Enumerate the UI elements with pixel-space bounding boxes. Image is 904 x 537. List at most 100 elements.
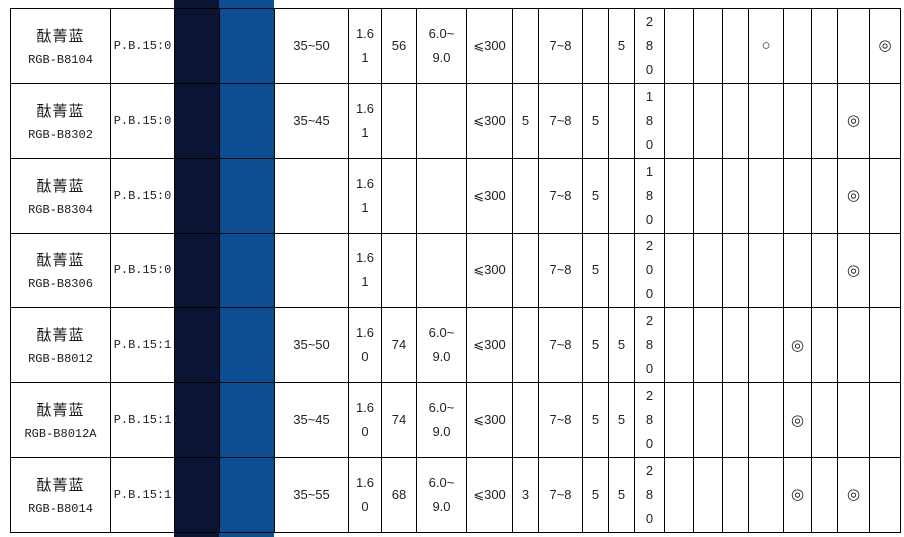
cell-value: 7~8 [538,382,583,459]
cell-swatch-masstone [174,457,220,533]
cell-empty [381,157,417,234]
cell-product-name: 酞菁蓝 RGB-B8304 [10,157,111,234]
cell-empty [837,307,870,384]
cell-empty [512,232,539,309]
cell-empty [664,307,694,384]
cell-value: 1.6 1 [348,232,382,309]
cell-swatch-tint [219,8,275,84]
cell-value: ⩽300 [466,307,513,384]
cell-empty [512,307,539,384]
cell-empty [837,8,870,84]
cell-swatch-tint [219,382,275,459]
cell-empty [664,457,694,533]
cell-value: 56 [381,8,417,84]
cell-value: 5 [608,307,635,384]
cell-empty [748,307,784,384]
cell-swatch-tint [219,232,275,309]
cell-value: 1.6 1 [348,82,382,159]
cell-swatch-tint [219,307,275,384]
cell-value: 6.0~ 9.0 [416,8,467,84]
cell-rating-mark: ◎ [783,307,812,384]
table-row: 酞菁蓝 RGB-B8104 P.B.15:0 35~50 1.6 1 56 6.0~ 9.0… [10,8,901,84]
product-name-cn: 酞菁蓝 [36,27,85,45]
cell-empty [664,82,694,159]
cell-value: 1.6 0 [348,307,382,384]
cell-value: 5 [582,232,609,309]
cell-value: 74 [381,382,417,459]
cell-value: ⩽300 [466,8,513,84]
cell-product-name: 酞菁蓝 RGB-B8302 [10,82,111,159]
cell-value: 1.6 0 [348,382,382,459]
cell-empty [416,157,467,234]
cell-empty [811,157,838,234]
cell-empty [869,232,901,309]
cell-empty [512,382,539,459]
cell-value: 1 8 0 [634,157,665,234]
product-code: RGB-B8012 [28,352,93,367]
cell-value: 2 0 0 [634,232,665,309]
cell-value: 6.0~ 9.0 [416,307,467,384]
cell-value: ⩽300 [466,232,513,309]
cell-value: 35~50 [274,8,349,84]
cell-value: ⩽300 [466,157,513,234]
cell-rating-mark: ◎ [837,232,870,309]
cell-empty [512,8,539,84]
cell-empty [608,157,635,234]
cell-empty [274,157,349,234]
cell-value: 7~8 [538,157,583,234]
cell-empty [783,232,812,309]
cell-swatch-tint [219,157,275,234]
cell-empty [381,232,417,309]
cell-color-index: P.B.15:1 [110,457,175,533]
pigment-table-body: 酞菁蓝 RGB-B8104 P.B.15:0 35~50 1.6 1 56 6.0~ 9.0… [10,8,901,533]
cell-value: 35~50 [274,307,349,384]
cell-empty [869,457,901,533]
cell-empty [693,307,723,384]
cell-empty [664,157,694,234]
cell-color-index: P.B.15:0 [110,232,175,309]
table-row: 酞菁蓝 RGB-B8012A P.B.15:1 35~45 1.6 0 74 6.0~ 9.… [10,382,901,459]
cell-value: 74 [381,307,417,384]
product-code: RGB-B8306 [28,277,93,292]
cell-value: ⩽300 [466,82,513,159]
cell-value: 35~45 [274,382,349,459]
cell-empty [722,157,749,234]
pigment-table: 酞菁蓝 RGB-B8104 P.B.15:0 35~50 1.6 1 56 6.0~ 9.0… [10,8,901,533]
cell-value: 6.0~ 9.0 [416,382,467,459]
cell-value: 35~55 [274,457,349,533]
cell-empty [722,307,749,384]
cell-empty [869,382,901,459]
cell-empty [837,382,870,459]
cell-value: ⩽300 [466,382,513,459]
table-row: 酞菁蓝 RGB-B8302 P.B.15:0 35~45 1.6 1 ⩽300 5 7~8 5 1… [10,82,901,159]
cell-value: 5 [582,157,609,234]
product-name-cn: 酞菁蓝 [36,102,85,120]
table-row: 酞菁蓝 RGB-B8014 P.B.15:1 35~55 1.6 0 68 6.0~ 9.0… [10,457,901,533]
cell-value: 5 [582,82,609,159]
cell-value: 5 [512,82,539,159]
cell-value: 6.0~ 9.0 [416,457,467,533]
product-name-cn: 酞菁蓝 [36,327,85,345]
product-code: RGB-B8304 [28,202,93,217]
cell-empty [748,382,784,459]
product-code: RGB-B8012A [24,427,97,442]
cell-value: 7~8 [538,457,583,533]
cell-swatch-masstone [174,8,220,84]
cell-rating-mark: ◎ [869,8,901,84]
cell-color-index: P.B.15:0 [110,8,175,84]
cell-value: 2 8 0 [634,382,665,459]
cell-empty [693,457,723,533]
cell-empty [664,382,694,459]
cell-value: 1.6 1 [348,157,382,234]
cell-empty [664,8,694,84]
cell-value: 2 8 0 [634,307,665,384]
cell-empty [416,82,467,159]
cell-empty [693,8,723,84]
cell-empty [722,382,749,459]
cell-empty [693,382,723,459]
cell-value: 5 [608,8,635,84]
cell-empty [748,457,784,533]
cell-value: 3 [512,457,539,533]
cell-empty [582,8,609,84]
